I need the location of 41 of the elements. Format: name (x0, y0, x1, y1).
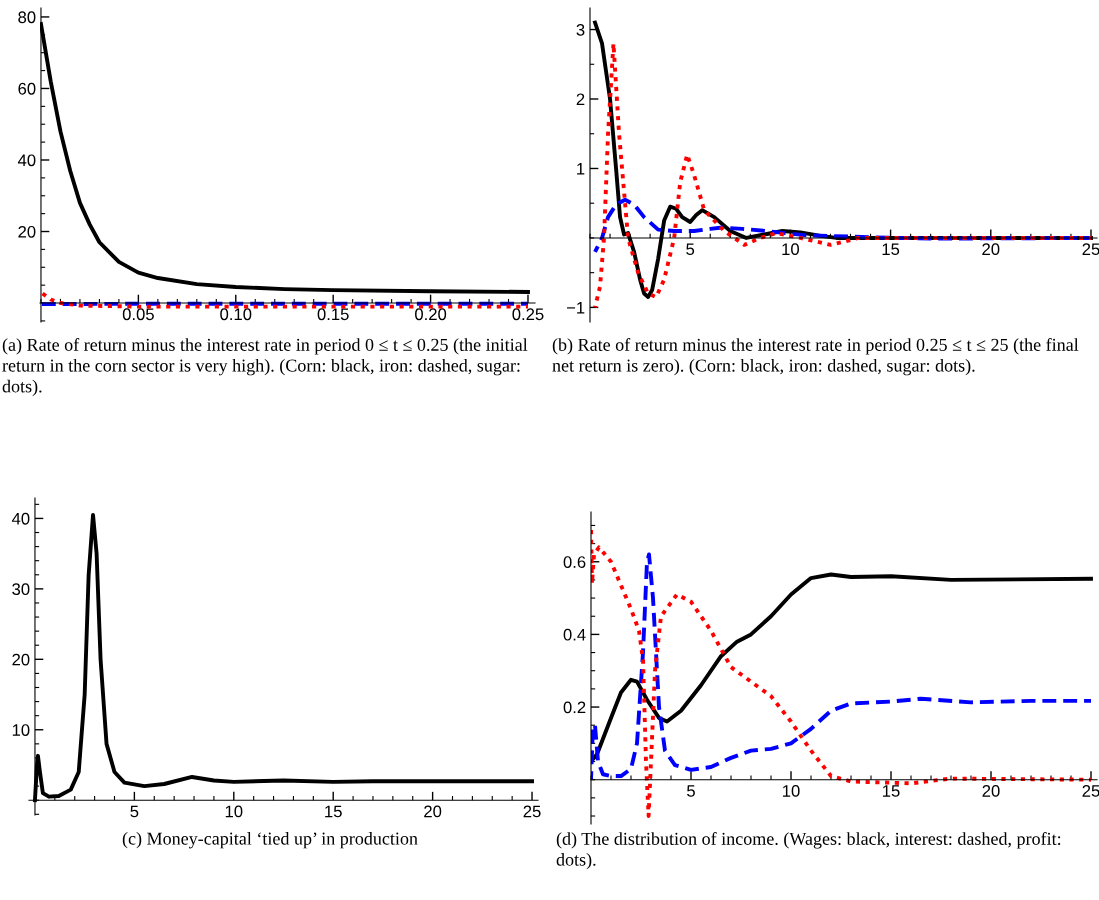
x-tick-label: 10 (225, 805, 243, 818)
y-tick-label: 10 (12, 724, 30, 736)
y-tick-label: 40 (17, 154, 36, 167)
y-tick-label: 2 (576, 93, 585, 106)
line-series (591, 552, 1093, 782)
x-tick-label: 25 (1082, 243, 1099, 256)
y-tick-label: 3 (576, 23, 585, 36)
y-tick-label: 60 (18, 82, 36, 95)
line-series (40, 290, 530, 309)
x-tick-label: 15 (883, 785, 900, 797)
x-tick-label: 15 (325, 805, 342, 818)
text: (a) Rate of return minus the interest rate in period 0 ≤ t ≤ 0.25 (the initial return in the corn sector is very high). (Corn: black, iron: dashed, sugar: dots). (2, 338, 528, 397)
y-tick-label: 0.6 (563, 556, 586, 568)
x-tick-label: 0.05 (122, 308, 154, 321)
x-tick-label: 25 (523, 805, 541, 818)
y-tick-label: 30 (12, 583, 30, 596)
y-tick-label: 20 (12, 653, 30, 666)
x-tick-label: 20 (982, 784, 1000, 797)
y-tick-label: 1 (577, 163, 585, 175)
x-tick-label: 20 (982, 243, 1000, 256)
y-tick-label: 20 (18, 225, 36, 238)
x-tick-label: 0.15 (317, 308, 349, 321)
text: (d) The distribution of income. (Wages: black, interest: dashed, profit: dots). (556, 832, 1061, 870)
x-tick-label: 0.10 (220, 308, 252, 321)
y-tick-label: 40 (11, 512, 30, 525)
y-tick-label: −1 (566, 301, 585, 314)
x-tick-label: 10 (782, 243, 800, 256)
y-tick-label: 80 (18, 11, 36, 24)
x-tick-label: 25 (1082, 784, 1099, 797)
x-tick-label: 5 (130, 805, 139, 818)
y-tick-label: 0.2 (563, 701, 586, 714)
y-tick-label: 0.4 (563, 628, 586, 641)
x-tick-label: 10 (783, 784, 800, 797)
x-tick-label: 0.20 (415, 308, 447, 321)
x-tick-label: 20 (424, 805, 442, 818)
x-tick-label: 5 (686, 243, 695, 256)
x-tick-label: 15 (882, 243, 900, 256)
text: (c) Money-capital ‘tied up’ in production (122, 832, 418, 849)
text: (b) Rate of return minus the interest rate in period 0.25 ≤ t ≤ 25 (the final net return is zero). (Corn: black, iron: dashed, sugar: dots). (552, 338, 1079, 376)
x-tick-label: 5 (687, 785, 695, 797)
x-tick-label: 0.25 (512, 308, 544, 321)
